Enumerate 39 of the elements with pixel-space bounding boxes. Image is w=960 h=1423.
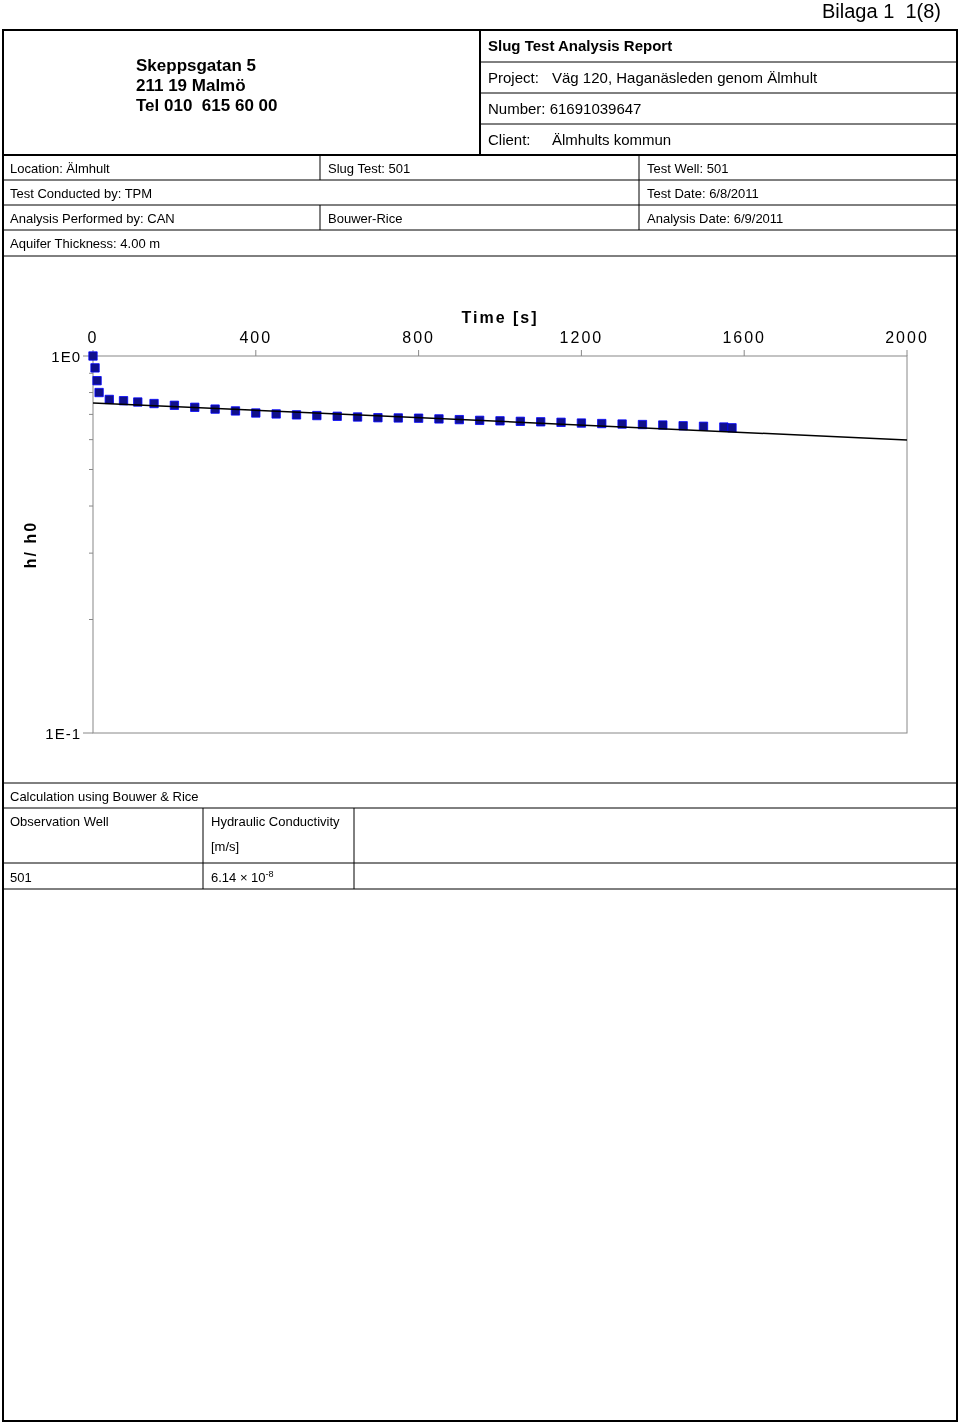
x-tick-label: 1200 xyxy=(559,329,604,346)
x-tick-label: 1600 xyxy=(722,329,766,346)
text: Analysis Date: 6/9/2011 xyxy=(647,211,784,226)
text: Bilaga 1 1(8) xyxy=(822,0,941,22)
text: Observation Well xyxy=(10,814,109,829)
point xyxy=(90,363,100,373)
point xyxy=(698,421,709,431)
text: Test Date: 6/8/2011 xyxy=(647,186,759,201)
text: Project: xyxy=(488,69,539,86)
text: 211 19 Malmö xyxy=(136,76,246,95)
text: Test Conducted by: TPM xyxy=(10,186,153,201)
text: 501 xyxy=(10,870,32,885)
text: Älmhults kommun xyxy=(552,131,672,148)
text: Number: 61691039647 xyxy=(488,100,642,117)
text: Väg 120, Haganäsleden genom Älmhult xyxy=(552,69,819,86)
point xyxy=(92,376,102,386)
text: Skeppsgatan 5 xyxy=(136,56,256,75)
chart-title: Slug Test Analysis Report xyxy=(488,37,673,54)
text: Analysis Performed by: CAN xyxy=(10,211,175,226)
text: 6.14 × 10$^{-8}$ xyxy=(211,869,274,885)
text: Hydraulic Conductivity xyxy=(211,814,341,829)
point xyxy=(94,387,104,398)
y-axis-title: h/ h0 xyxy=(22,520,39,569)
x-axis-title: Time [s] xyxy=(461,309,539,326)
text: Tel 010 615 60 00 xyxy=(136,96,278,115)
x-tick-label: 0 xyxy=(87,329,99,346)
text: Calculation using Bouwer & Rice xyxy=(10,789,199,804)
x-tick-label: 2000 xyxy=(885,329,929,346)
x-tick-label: 400 xyxy=(239,329,273,346)
text: Test Well: 501 xyxy=(647,161,729,176)
text: Aquifer Thickness: 4.00 m xyxy=(10,236,161,251)
text: Slug Test: 501 xyxy=(328,161,411,176)
x-tick-label: 800 xyxy=(402,329,435,346)
text: Location: Älmhult xyxy=(10,161,111,176)
y-tick-label: 1E0 xyxy=(51,348,81,365)
y-tick-label: 1E-1 xyxy=(45,725,81,742)
text: Client: xyxy=(488,131,531,148)
text: Bouwer-Rice xyxy=(328,211,403,226)
text: [m/s] xyxy=(211,839,240,854)
